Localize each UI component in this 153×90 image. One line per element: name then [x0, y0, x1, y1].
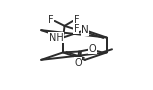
- Text: F: F: [74, 24, 79, 34]
- Text: F: F: [49, 15, 54, 25]
- Text: N: N: [81, 25, 89, 35]
- Text: F: F: [74, 15, 79, 25]
- Text: NH: NH: [49, 33, 63, 43]
- Text: O: O: [89, 44, 96, 54]
- Text: O: O: [74, 58, 82, 68]
